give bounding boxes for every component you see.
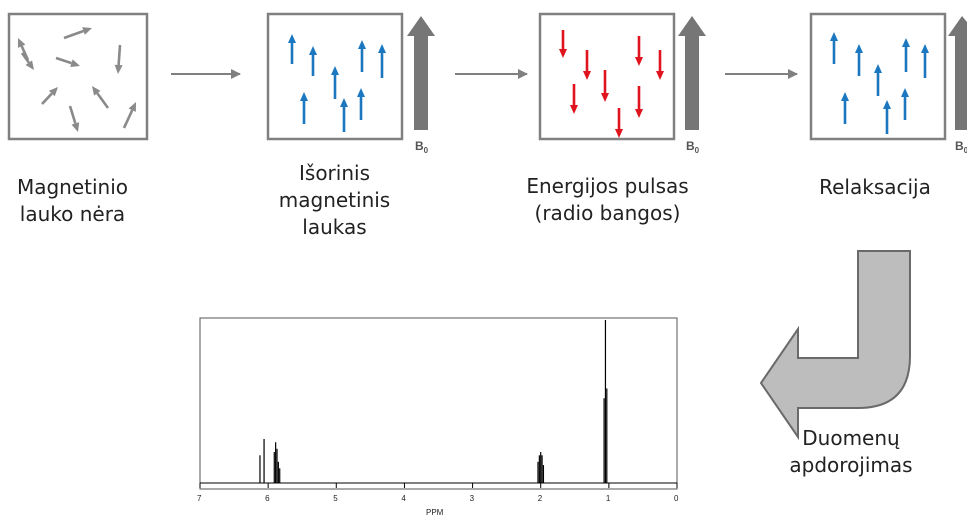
spectrum-frame <box>199 317 678 490</box>
spin-aligned-arrow <box>378 44 386 78</box>
spin-random-arrow <box>41 87 58 105</box>
spectrum-tick-label: 6 <box>265 494 270 503</box>
stage-box-external-field <box>266 12 404 141</box>
b0-field-arrow <box>678 16 706 130</box>
b0-label: B0 <box>955 139 967 155</box>
spin-aligned-arrow <box>357 88 365 120</box>
b0-label: B0 <box>686 139 700 155</box>
spin-flipped-arrow <box>570 84 578 114</box>
spin-relaxed-arrow <box>883 100 891 134</box>
b0-field-arrow <box>407 16 435 130</box>
spin-flipped-arrow <box>635 36 643 66</box>
caption-relaxation: Relaksacija <box>819 175 931 199</box>
caption-external-field: Išorinis magnetinis laukas <box>278 161 391 239</box>
spin-relaxed-arrow <box>874 64 882 96</box>
spin-random-arrow <box>20 52 34 70</box>
spin-relaxed-arrow <box>830 32 838 64</box>
spin-relaxed-arrow <box>902 38 910 72</box>
b0-label: B0 <box>415 139 429 155</box>
stage-box-no-field <box>7 12 149 141</box>
spectrum-tick-label: 5 <box>333 494 338 503</box>
spin-aligned-arrow <box>288 34 296 64</box>
spin-random-arrow <box>92 86 110 109</box>
spin-relaxed-arrow <box>855 44 863 76</box>
spin-flipped-arrow <box>635 86 643 118</box>
spin-random-arrow <box>63 27 92 40</box>
spin-random-arrow <box>114 44 123 74</box>
spin-flipped-arrow <box>583 50 591 80</box>
spin-relaxed-arrow <box>841 92 849 124</box>
stage-box-energy-pulse <box>538 12 676 141</box>
spin-random-arrow <box>122 102 136 129</box>
stage-box-relaxation <box>809 12 947 141</box>
data-processing-arrow <box>759 250 911 441</box>
spin-aligned-arrow <box>331 66 339 99</box>
spin-flipped-arrow <box>601 70 609 102</box>
spin-relaxed-arrow <box>901 88 909 120</box>
spectrum-tick-label: 4 <box>401 494 406 503</box>
spin-aligned-arrow <box>300 92 308 124</box>
spin-aligned-arrow <box>309 46 317 76</box>
spectrum-tick-label: 3 <box>469 494 475 503</box>
caption-no-field: Magnetinio lauko nėra <box>16 175 129 226</box>
caption-energy-pulse: Energijos pulsas (radio bangos) <box>526 174 689 225</box>
spectrum-tick-label: 1 <box>605 494 611 503</box>
spin-flipped-arrow <box>615 108 623 138</box>
spin-relaxed-arrow <box>921 44 929 78</box>
spin-random-arrow <box>18 38 30 61</box>
caption-data-processing: Duomenų apdorojimas <box>789 426 913 477</box>
spin-random-arrow <box>68 105 80 132</box>
spin-flipped-arrow <box>656 50 664 80</box>
spectrum-tick-label: 0 <box>674 494 679 503</box>
spectrum-tick-label: 2 <box>537 494 543 503</box>
spin-random-arrow <box>55 56 80 67</box>
spin-flipped-arrow <box>559 30 567 58</box>
spin-aligned-arrow <box>358 40 366 72</box>
spectrum-x-axis-label: PPM <box>426 508 444 517</box>
spin-aligned-arrow <box>340 98 348 132</box>
spectrum-tick-label: 7 <box>197 494 202 503</box>
b0-field-arrow <box>948 16 967 130</box>
